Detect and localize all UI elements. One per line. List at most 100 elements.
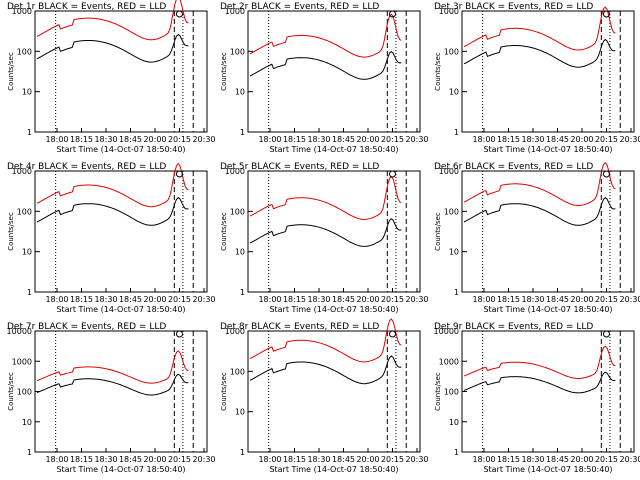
events-series-line bbox=[463, 371, 616, 394]
x-tick-label: 18:30 bbox=[521, 455, 544, 464]
y-tick-label: 10 bbox=[235, 88, 245, 97]
y-tick-label: 1 bbox=[454, 128, 459, 137]
y-axis-label: Counts/sec bbox=[434, 212, 442, 251]
x-tick-label: 18:45 bbox=[546, 295, 569, 304]
marker-glyph bbox=[175, 170, 183, 178]
y-tick-label: 10 bbox=[22, 88, 32, 97]
y-tick-label: 1000 bbox=[12, 7, 32, 16]
y-axis-label: Counts/sec bbox=[220, 212, 228, 251]
x-tick-label: 18:45 bbox=[119, 295, 142, 304]
x-tick-label: 18:15 bbox=[497, 295, 520, 304]
y-tick-label: 10 bbox=[22, 248, 32, 257]
marker-glyph bbox=[388, 170, 396, 178]
plot-frame bbox=[461, 330, 635, 453]
x-tick-label: 20:30 bbox=[619, 135, 640, 144]
events-series-line bbox=[36, 197, 189, 226]
chart-panel-3: Det 3r BLACK = Events, RED = LLD 1 10 100 10… bbox=[434, 2, 640, 154]
x-tick-label: 20:00 bbox=[570, 135, 593, 144]
y-tick-label: 1 bbox=[240, 128, 245, 137]
y-tick-label: 10 bbox=[449, 418, 459, 427]
plot-frame bbox=[247, 10, 421, 133]
x-tick-label: 18:30 bbox=[521, 295, 544, 304]
events-series-line bbox=[249, 51, 402, 80]
plot-frame bbox=[34, 170, 208, 293]
marker-glyph bbox=[175, 10, 183, 18]
lld-series-line bbox=[249, 13, 402, 58]
x-tick-label: 18:45 bbox=[119, 455, 142, 464]
x-axis-label: Start Time (14-Oct-07 18:50:40) bbox=[269, 465, 398, 474]
lld-series-line bbox=[463, 6, 616, 51]
y-tick-label: 10 bbox=[235, 408, 245, 417]
chart-panel-9: Det 9r BLACK = Events, RED = LLD 1 10 100 10… bbox=[434, 322, 640, 474]
x-tick-label: 20:15 bbox=[381, 135, 404, 144]
marker-glyph bbox=[602, 10, 610, 18]
x-tick-label: 20:30 bbox=[192, 135, 215, 144]
marker-glyph bbox=[388, 10, 396, 18]
chart-panel-7: Det 7r BLACK = Events, RED = LLD 1 10 100 10… bbox=[7, 322, 216, 474]
x-tick-label: 20:00 bbox=[143, 135, 166, 144]
x-tick-label: 18:45 bbox=[546, 455, 569, 464]
chart-panel-4: Det 4r BLACK = Events, RED = LLD 1 10 100 10… bbox=[7, 162, 216, 314]
x-tick-label: 20:00 bbox=[570, 455, 593, 464]
x-tick-label: 20:00 bbox=[143, 455, 166, 464]
x-tick-label: 20:30 bbox=[405, 455, 428, 464]
x-tick-label: 18:30 bbox=[521, 135, 544, 144]
y-tick-label: 100 bbox=[444, 388, 459, 397]
y-tick-label: 1 bbox=[27, 288, 32, 297]
x-tick-label: 18:45 bbox=[332, 135, 355, 144]
x-tick-label: 18:15 bbox=[70, 455, 93, 464]
x-axis-label: Start Time (14-Oct-07 18:50:40) bbox=[56, 145, 185, 154]
marker-glyph bbox=[175, 330, 183, 338]
x-tick-label: 20:15 bbox=[168, 295, 191, 304]
y-tick-label: 1 bbox=[240, 288, 245, 297]
x-tick-label: 18:00 bbox=[472, 295, 495, 304]
chart-title: Det 5r BLACK = Events, RED = LLD bbox=[220, 162, 379, 172]
x-tick-label: 20:00 bbox=[356, 135, 379, 144]
x-tick-label: 18:45 bbox=[546, 135, 569, 144]
x-tick-label: 18:15 bbox=[283, 135, 306, 144]
lld-series-line bbox=[36, 350, 189, 384]
x-tick-label: 20:15 bbox=[381, 455, 404, 464]
chart-title: Det 6r BLACK = Events, RED = LLD bbox=[434, 162, 593, 172]
chart-panel-8: Det 8r BLACK = Events, RED = LLD 1 10 100 10… bbox=[220, 318, 429, 474]
x-tick-label: 18:30 bbox=[94, 135, 117, 144]
plot-frame bbox=[34, 330, 208, 453]
y-tick-label: 1 bbox=[454, 448, 459, 457]
x-tick-label: 20:30 bbox=[192, 295, 215, 304]
y-tick-label: 1000 bbox=[225, 327, 245, 336]
x-tick-label: 18:30 bbox=[307, 455, 330, 464]
y-axis-label: Counts/sec bbox=[7, 372, 15, 411]
events-series-line bbox=[463, 38, 616, 68]
y-axis-label: Counts/sec bbox=[434, 372, 442, 411]
chart-panel-5: Det 5r BLACK = Events, RED = LLD 1 10 100 10… bbox=[220, 162, 429, 314]
y-tick-label: 10000 bbox=[434, 327, 459, 336]
x-tick-label: 18:30 bbox=[94, 455, 117, 464]
y-tick-label: 10 bbox=[449, 88, 459, 97]
events-series-line bbox=[36, 373, 189, 396]
x-tick-label: 20:15 bbox=[168, 135, 191, 144]
x-tick-label: 18:15 bbox=[70, 135, 93, 144]
plot-frame bbox=[461, 10, 635, 133]
x-axis-label: Start Time (14-Oct-07 18:50:40) bbox=[269, 145, 398, 154]
lld-series-line bbox=[463, 345, 616, 380]
chart-title: Det 1r BLACK = Events, RED = LLD bbox=[7, 2, 166, 12]
plot-frame bbox=[461, 170, 635, 293]
y-tick-label: 1000 bbox=[12, 357, 32, 366]
lld-series-line bbox=[36, 0, 189, 41]
x-tick-label: 18:00 bbox=[258, 295, 281, 304]
x-axis-label: Start Time (14-Oct-07 18:50:40) bbox=[483, 305, 612, 314]
y-axis-label: Counts/sec bbox=[434, 52, 442, 91]
plot-frame bbox=[34, 10, 208, 133]
x-axis-label: Start Time (14-Oct-07 18:50:40) bbox=[483, 465, 612, 474]
x-tick-label: 20:00 bbox=[356, 455, 379, 464]
y-axis-label: Counts/sec bbox=[220, 52, 228, 91]
y-tick-label: 1000 bbox=[225, 167, 245, 176]
x-tick-label: 20:00 bbox=[570, 295, 593, 304]
y-tick-label: 10 bbox=[22, 418, 32, 427]
chart-title: Det 8r BLACK = Events, RED = LLD bbox=[220, 322, 379, 332]
x-tick-label: 18:30 bbox=[307, 135, 330, 144]
lld-series-line bbox=[36, 162, 189, 208]
y-tick-label: 1 bbox=[27, 128, 32, 137]
lld-series-line bbox=[249, 318, 402, 363]
